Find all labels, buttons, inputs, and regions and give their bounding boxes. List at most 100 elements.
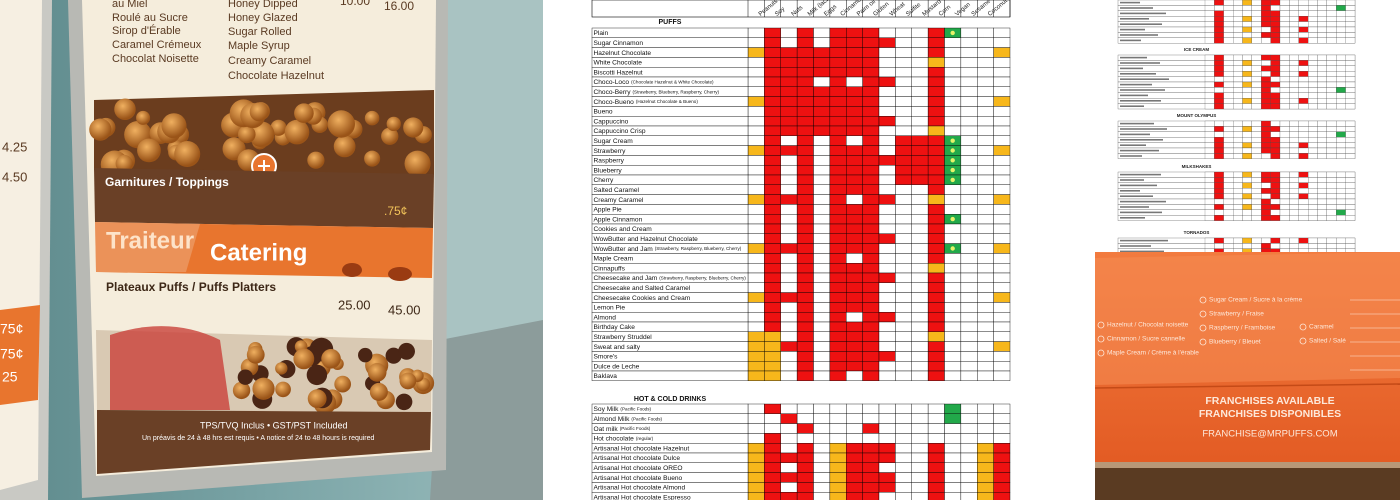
thumb-cell (1223, 171, 1234, 178)
allergen-cell (977, 433, 994, 444)
allergen-cell (944, 361, 962, 372)
allergen-cell (846, 145, 863, 156)
checkbox (1299, 323, 1307, 331)
name-cell (591, 106, 749, 117)
allergen-cell (927, 155, 945, 166)
allergen-cell (780, 492, 798, 500)
allergen-cell (846, 155, 863, 166)
flavor-en: Chocolate Hazelnut (228, 70, 324, 82)
thumb-cell (1326, 32, 1337, 38)
thumb-cell (1326, 126, 1337, 132)
thumb-cell (1289, 126, 1299, 132)
allergen-cell (813, 403, 831, 415)
allergen-cell (846, 351, 863, 362)
puffs-bottom (232, 337, 435, 415)
thumb-cell (1326, 54, 1337, 61)
allergen-cell (977, 253, 994, 264)
thumb-cell (1326, 103, 1337, 110)
row-name: Sugar Cinnamon (594, 40, 644, 47)
thumb-section: TORNADOS (1184, 230, 1210, 235)
row-name: Strawberry (594, 148, 627, 155)
thumb-cell (1233, 243, 1243, 249)
allergen-cell (747, 174, 765, 186)
thumb-cell (1298, 98, 1309, 104)
thumb-cell (1233, 54, 1243, 61)
allergen-cell (829, 76, 847, 88)
thumb-cell (1204, 198, 1215, 205)
thumb-cell (1289, 215, 1299, 221)
allergen-cell (862, 106, 880, 117)
allergen-cell (846, 194, 863, 205)
thumb-cell (1233, 182, 1243, 189)
thumb-cell (1289, 65, 1299, 72)
allergen-cell (911, 184, 929, 195)
allergen-cell (862, 66, 880, 78)
allergen-cell (796, 263, 814, 274)
thumb-cell (1242, 137, 1252, 143)
allergen-cell (927, 472, 945, 483)
thumb-cell (1214, 120, 1224, 127)
allergen-cell (780, 462, 798, 473)
thumb-cell (1279, 76, 1290, 83)
left-price: 75¢ (0, 321, 23, 337)
thumb-cell (1298, 32, 1309, 38)
left-price: 4.25 (2, 139, 27, 154)
allergen-cell (764, 223, 781, 235)
allergen-cell (846, 472, 863, 483)
allergen-cell (977, 194, 994, 205)
allergen-cell (911, 57, 929, 68)
thumb-cell (1308, 147, 1318, 154)
allergen-cell (927, 96, 945, 107)
puff (161, 113, 187, 139)
allergen-cell (780, 331, 798, 342)
thumb-cell (1317, 76, 1327, 83)
allergen-cell (813, 233, 831, 244)
thumb-cell (1345, 243, 1356, 249)
thumb-cell (1298, 76, 1309, 83)
thumb-cell (1251, 92, 1262, 99)
allergen-cell (780, 125, 798, 137)
thumb-cell (1242, 37, 1252, 44)
allergen-cell (993, 462, 1011, 473)
allergen-cell (846, 37, 863, 48)
allergen-cell (944, 370, 962, 382)
thumb-cell (1270, 60, 1281, 66)
allergen-cell (846, 184, 863, 195)
allergen-cell (927, 145, 945, 156)
thumb-cell (1214, 182, 1224, 189)
allergen-cell (829, 492, 847, 500)
thumb-cell (1308, 188, 1318, 194)
thumb-cell (1251, 10, 1262, 17)
allergen-cell (878, 164, 896, 176)
catering-accent (95, 222, 200, 272)
thumb-cell (1270, 0, 1281, 6)
allergen-cell (911, 292, 929, 303)
allergen-cell (829, 423, 847, 434)
form-option: Blueberry / Bleuet (1209, 339, 1261, 346)
row-name: Blueberry (594, 167, 623, 174)
thumb-label (1120, 139, 1163, 141)
row-name: Salted Caramel (594, 187, 640, 194)
allergen-cell (911, 351, 929, 362)
form-option: Hazelnut / Chocolat noisette (1107, 322, 1189, 329)
thumb-cell (1279, 54, 1290, 61)
thumb-cell (1308, 60, 1318, 66)
thumb-cell (1242, 5, 1252, 11)
puff (284, 119, 310, 145)
thumb-cell (1233, 237, 1243, 244)
flavor-en: Honey Dipped (228, 0, 298, 10)
thumb-cell (1308, 204, 1318, 210)
allergen-cell (977, 37, 994, 48)
thumb-cell (1214, 71, 1224, 77)
allergen-cell (960, 27, 978, 39)
allergen-cell (960, 184, 978, 195)
allergen-cell (747, 462, 765, 473)
allergen-cell (993, 155, 1011, 166)
thumb-cell (1251, 54, 1262, 61)
allergen-cell (764, 321, 781, 333)
thumb-cell (1279, 209, 1290, 216)
allergen-cell (993, 370, 1011, 382)
thumb-cell (1308, 142, 1318, 149)
allergen-cell (829, 135, 847, 146)
allergen-cell (829, 213, 847, 225)
